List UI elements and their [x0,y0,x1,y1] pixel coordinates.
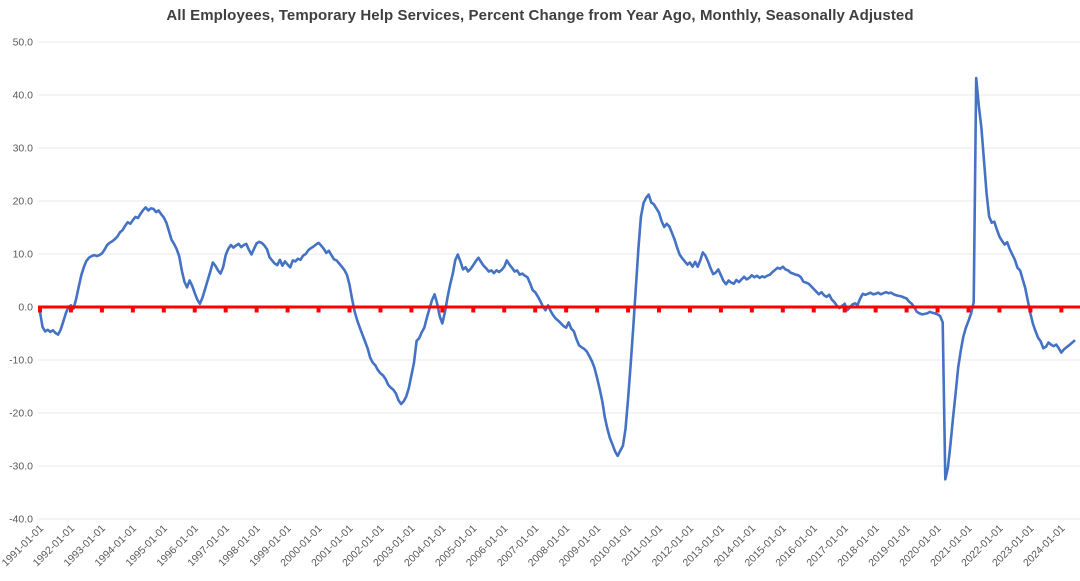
zero-line-marker [749,308,754,313]
zero-line-marker [130,308,135,313]
zero-line-marker [718,308,723,313]
zero-line-marker [254,308,259,313]
zero-line-marker [687,308,692,313]
y-axis-tick-label: -30.0 [9,461,33,473]
zero-line-marker [657,308,661,313]
y-axis-tick-label: 30.0 [13,143,34,155]
y-axis-tick-label: 10.0 [13,249,34,261]
zero-line-marker [1028,308,1033,313]
zero-line-marker [780,308,785,313]
y-axis-tick-label: 20.0 [13,196,34,208]
zero-line-marker [223,308,228,313]
zero-line-marker [842,308,847,313]
zero-line-marker [997,308,1002,313]
zero-line-marker [285,308,290,313]
y-axis-tick-label: 40.0 [13,90,34,102]
zero-line-marker [471,308,476,313]
zero-line-marker [68,308,73,313]
data-line [38,76,1076,481]
zero-line-marker [904,308,909,313]
zero-line-marker [192,308,197,313]
zero-line-marker [347,308,352,313]
zero-line-marker [440,308,445,313]
zero-line-marker [38,308,42,313]
zero-line-marker [595,308,600,313]
zero-line-marker [1059,308,1064,313]
zero-line-marker [409,308,414,313]
zero-line-marker [533,308,538,313]
y-axis-tick-label: 50.0 [13,37,34,49]
zero-line-marker [564,308,569,313]
zero-line-marker [966,308,971,313]
zero-line-marker [873,308,878,313]
zero-line-marker [935,308,940,313]
y-axis-tick-label: -20.0 [9,408,33,420]
zero-line-marker [811,308,816,313]
y-axis-tick-label: -40.0 [9,514,33,526]
zero-line-marker [316,308,321,313]
zero-line-marker [378,308,383,313]
y-axis-tick-label: 0.0 [18,302,33,314]
zero-line-marker [626,308,631,313]
y-axis-tick-label: -10.0 [9,355,33,367]
chart-title: All Employees, Temporary Help Services, … [166,7,914,24]
zero-line-marker [99,308,104,313]
zero-line-marker [161,308,166,313]
zero-line-marker [502,308,507,313]
